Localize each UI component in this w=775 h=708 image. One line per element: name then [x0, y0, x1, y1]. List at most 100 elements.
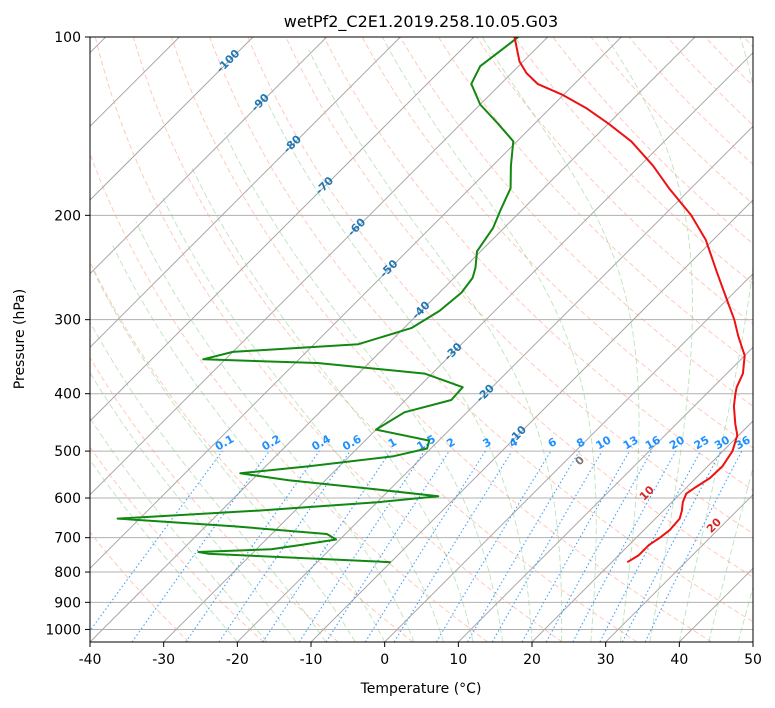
isotherm-line [752, 641, 753, 642]
y-tick-label: 200 [54, 208, 81, 224]
moist-adiabat-line [737, 585, 753, 642]
isotherm-line [90, 37, 549, 496]
isotherm-line [90, 37, 475, 422]
dry-adiabat-line [94, 37, 563, 642]
isotherm-label: 10 [637, 483, 657, 503]
isotherm-line [531, 420, 753, 642]
mixing-ratio-label: 0.4 [310, 432, 334, 453]
moist-adiabat-line [481, 37, 640, 642]
dry-adiabat-line [590, 37, 753, 205]
mixing-ratio-label: 13 [621, 433, 641, 452]
dry-adiabat-line [438, 37, 753, 366]
dry-adiabat-line [399, 37, 753, 407]
isotherm-label: -50 [377, 257, 400, 280]
mixing-ratio-label: 16 [643, 433, 663, 452]
plot-frame [89, 36, 754, 643]
y-tick-label: 300 [54, 313, 81, 329]
y-tick-label: 1000 [45, 622, 81, 638]
y-axis-label: Pressure (hPa) [12, 289, 28, 389]
mixing-ratio-line [325, 450, 450, 642]
dry-adiabat-line [90, 531, 190, 642]
moist-adiabat-line [90, 417, 268, 642]
isotherm-line [457, 346, 753, 642]
mixing-ratio-label: 10 [594, 433, 614, 452]
mixing-ratio-line [435, 450, 552, 642]
y-tick-label: 700 [54, 531, 81, 547]
isotherm-line [90, 37, 328, 275]
dry-adiabat-line [666, 37, 753, 126]
y-tick-label: 900 [54, 595, 81, 611]
moist-adiabat-line [161, 195, 445, 642]
isotherm-line [90, 37, 622, 570]
moist-adiabat-line [90, 321, 327, 642]
isotherm-line [384, 272, 753, 642]
x-axis-label: Temperature (°C) [360, 681, 482, 697]
mixing-ratio-label: 2 [444, 435, 457, 450]
isotherm-line [163, 51, 753, 642]
dry-adiabat-line [209, 37, 753, 623]
moist-adiabat-line [112, 245, 386, 642]
moist-adiabat-line [678, 37, 753, 642]
moist-adiabat-line [224, 132, 503, 642]
x-tick-label: 10 [449, 652, 467, 668]
mixing-ratio-line [218, 450, 351, 642]
moist-adiabat-line [135, 221, 415, 642]
moist-adiabat-line [606, 37, 693, 642]
moist-adiabat-line [308, 49, 563, 642]
dry-adiabat-line [132, 37, 638, 642]
mixing-ratio-label: 6 [546, 435, 559, 450]
mixing-ratio-label: 8 [574, 435, 587, 450]
moist-adiabat-line [190, 165, 474, 642]
moist-adiabat-line [382, 37, 597, 642]
mixing-ratio-label: 20 [667, 433, 687, 452]
mixing-ratio-line [521, 450, 630, 642]
x-tick-label: 40 [670, 652, 688, 668]
mixing-ratio-line [364, 450, 486, 642]
mixing-ratio-label: 0.2 [260, 432, 283, 453]
mixing-ratio-line [491, 450, 603, 642]
x-tick-label: -40 [79, 652, 102, 668]
mixing-ratio-label: 3 [480, 435, 493, 450]
isotherm-label: -30 [442, 340, 465, 363]
isotherm-line [90, 37, 696, 642]
dewpoint-profile-line [116, 37, 519, 564]
x-tick-label: -20 [226, 652, 249, 668]
y-tick-label: 400 [54, 387, 81, 403]
x-tick-label: 0 [380, 652, 389, 668]
mixing-ratio-line [393, 450, 513, 642]
isotherm-label: 0 [573, 453, 588, 468]
dry-adiabat-line [171, 37, 712, 642]
mixing-ratio-line [185, 450, 320, 642]
dry-adiabat-line [552, 37, 753, 245]
moist-adiabat-line [90, 459, 238, 642]
moist-adiabat-line [263, 94, 533, 642]
chart-title: wetPf2_C2E1.2019.258.10.05.G03 [284, 12, 558, 32]
dry-adiabat-line [90, 356, 339, 642]
mixing-ratio-line [467, 450, 580, 642]
dry-adiabat-line [323, 37, 753, 491]
dry-adiabat-line [90, 261, 414, 642]
y-tick-label: 800 [54, 565, 81, 581]
isotherm-line [605, 493, 753, 642]
mixing-ratio-label: 30 [712, 433, 732, 452]
dry-adiabat-line [476, 37, 753, 325]
mixing-ratio-line [572, 450, 677, 642]
dry-adiabat-line [285, 37, 753, 534]
isotherm-line [90, 37, 401, 349]
x-tick-label: 20 [523, 652, 541, 668]
x-tick-label: -10 [300, 652, 323, 668]
x-tick-label: 50 [744, 652, 762, 668]
y-tick-label: 500 [54, 444, 81, 460]
isotherm-line [90, 37, 254, 201]
dry-adiabat-line [743, 37, 753, 48]
isotherm-line [236, 125, 753, 642]
y-tick-label: 600 [54, 491, 81, 507]
isotherm-line [678, 567, 753, 642]
isotherm-label: 20 [704, 515, 724, 535]
moist-adiabat-line [91, 267, 356, 642]
x-tick-label: 30 [597, 652, 615, 668]
mixing-ratio-line [90, 450, 223, 632]
isotherm-label: -90 [249, 91, 272, 114]
isotherm-label: 30 [771, 548, 775, 568]
